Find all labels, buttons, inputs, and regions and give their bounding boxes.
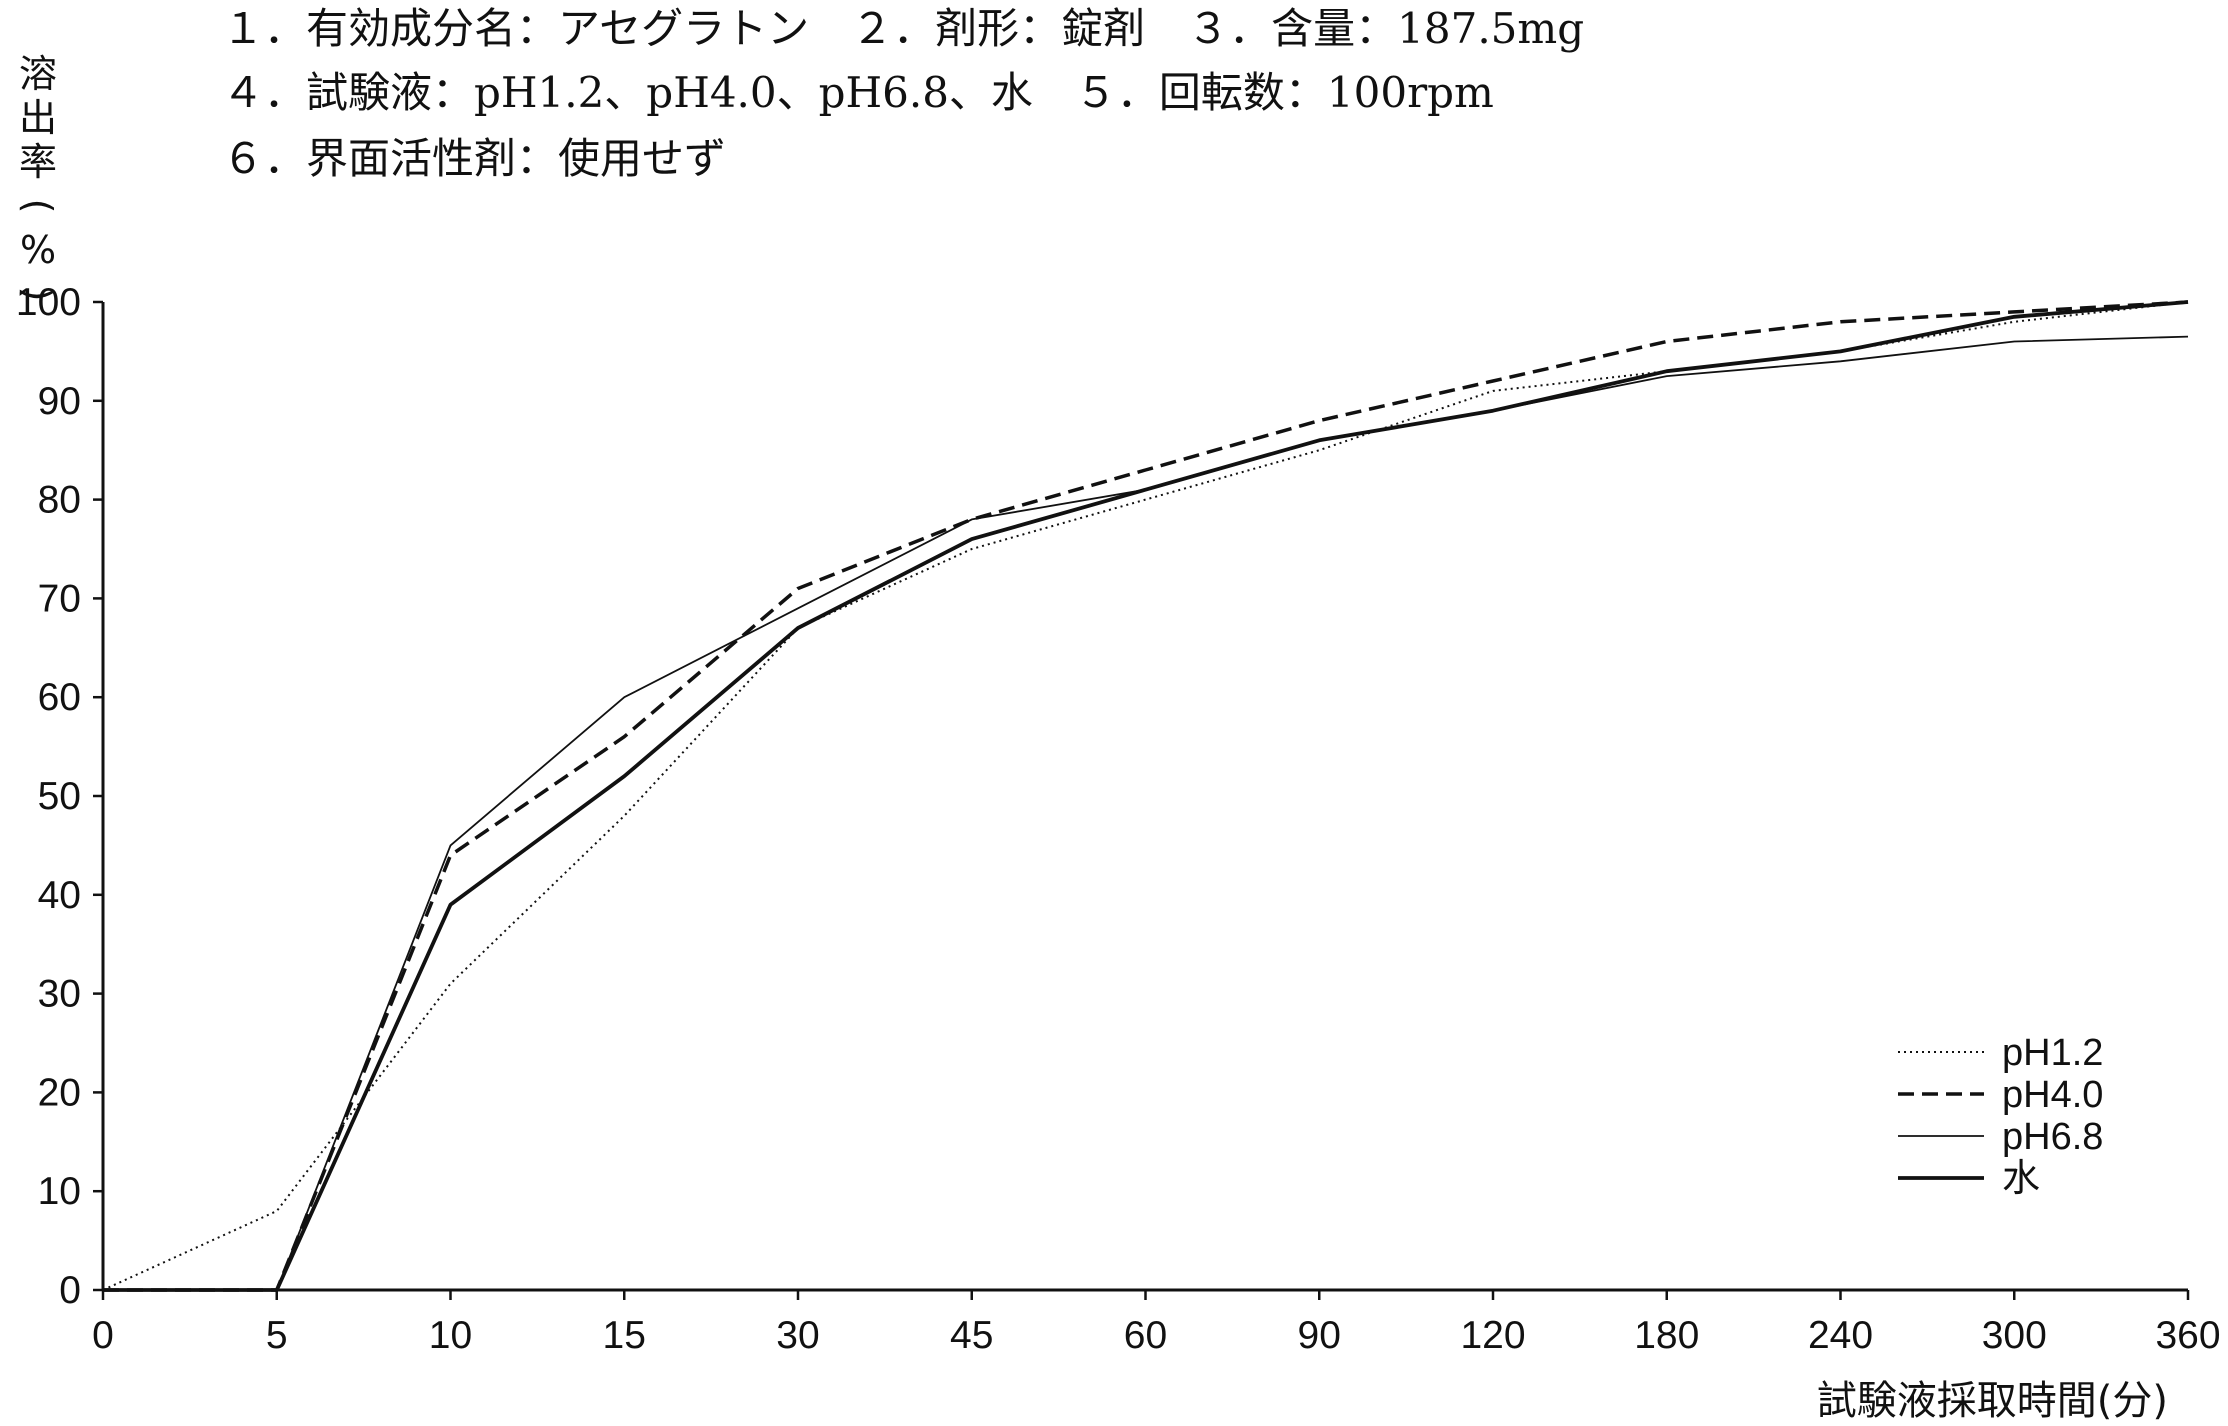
y-tick-label: 20 xyxy=(38,1071,81,1114)
x-tick-label: 90 xyxy=(1298,1314,1341,1357)
y-tick-label: 50 xyxy=(38,775,81,818)
x-tick-label: 15 xyxy=(603,1314,646,1357)
series-lines xyxy=(102,300,2189,1292)
y-tick-label: 30 xyxy=(38,973,81,1016)
x-tick-label: 30 xyxy=(776,1314,819,1357)
x-ticks: 0 5 10 15 30 45 60 90 120 180 240 300 360 xyxy=(92,1290,2221,1357)
axes xyxy=(101,302,2188,1292)
y-axis-label: 溶出率(%) xyxy=(16,52,60,302)
series-line-0 xyxy=(102,301,2189,1291)
y-tick-label: 60 xyxy=(38,676,81,719)
y-tick-label: 100 xyxy=(16,281,81,324)
series-line-1 xyxy=(103,300,2189,1292)
y-tick-label: 10 xyxy=(38,1170,81,1213)
y-tick-label: 90 xyxy=(38,380,81,423)
y-tick-label: 80 xyxy=(38,479,81,522)
x-tick-label: 60 xyxy=(1124,1314,1167,1357)
x-tick-label: 5 xyxy=(266,1314,288,1357)
legend-label-3: 水 xyxy=(2002,1158,2040,1200)
x-tick-label: 240 xyxy=(1808,1314,1873,1357)
header-line-1: １．有効成分名：アセグラトン ２．剤形：錠剤 ３．含量：187.5mg xyxy=(222,4,1585,53)
x-tick-label: 180 xyxy=(1634,1314,1699,1357)
header-line-3: ６．界面活性剤：使用せず xyxy=(222,134,727,183)
x-tick-label: 360 xyxy=(2155,1314,2220,1357)
series-line-2 xyxy=(103,335,2189,1291)
header-line-2: ４．試験液：pH1.2、pH4.0、pH6.8、水 ５．回転数：100rpm xyxy=(222,68,1494,117)
y-tick-label: 70 xyxy=(38,577,81,620)
x-tick-label: 10 xyxy=(429,1314,472,1357)
x-axis-label: 試験液採取時間(分) xyxy=(1816,1378,2168,1424)
x-tick-label: 45 xyxy=(950,1314,993,1357)
x-tick-label: 300 xyxy=(1982,1314,2047,1357)
x-tick-label: 0 xyxy=(92,1314,114,1357)
x-tick-label: 120 xyxy=(1460,1314,1525,1357)
y-ticks: 0 10 20 30 40 50 60 70 80 90 100 xyxy=(16,281,103,1312)
series-line-3 xyxy=(103,300,2189,1292)
legend-label-1: pH4.0 xyxy=(2002,1074,2103,1116)
legend-label-2: pH6.8 xyxy=(2002,1116,2103,1158)
y-tick-label: 40 xyxy=(38,874,81,917)
legend-label-0: pH1.2 xyxy=(2002,1032,2103,1074)
y-tick-label: 0 xyxy=(59,1269,81,1312)
